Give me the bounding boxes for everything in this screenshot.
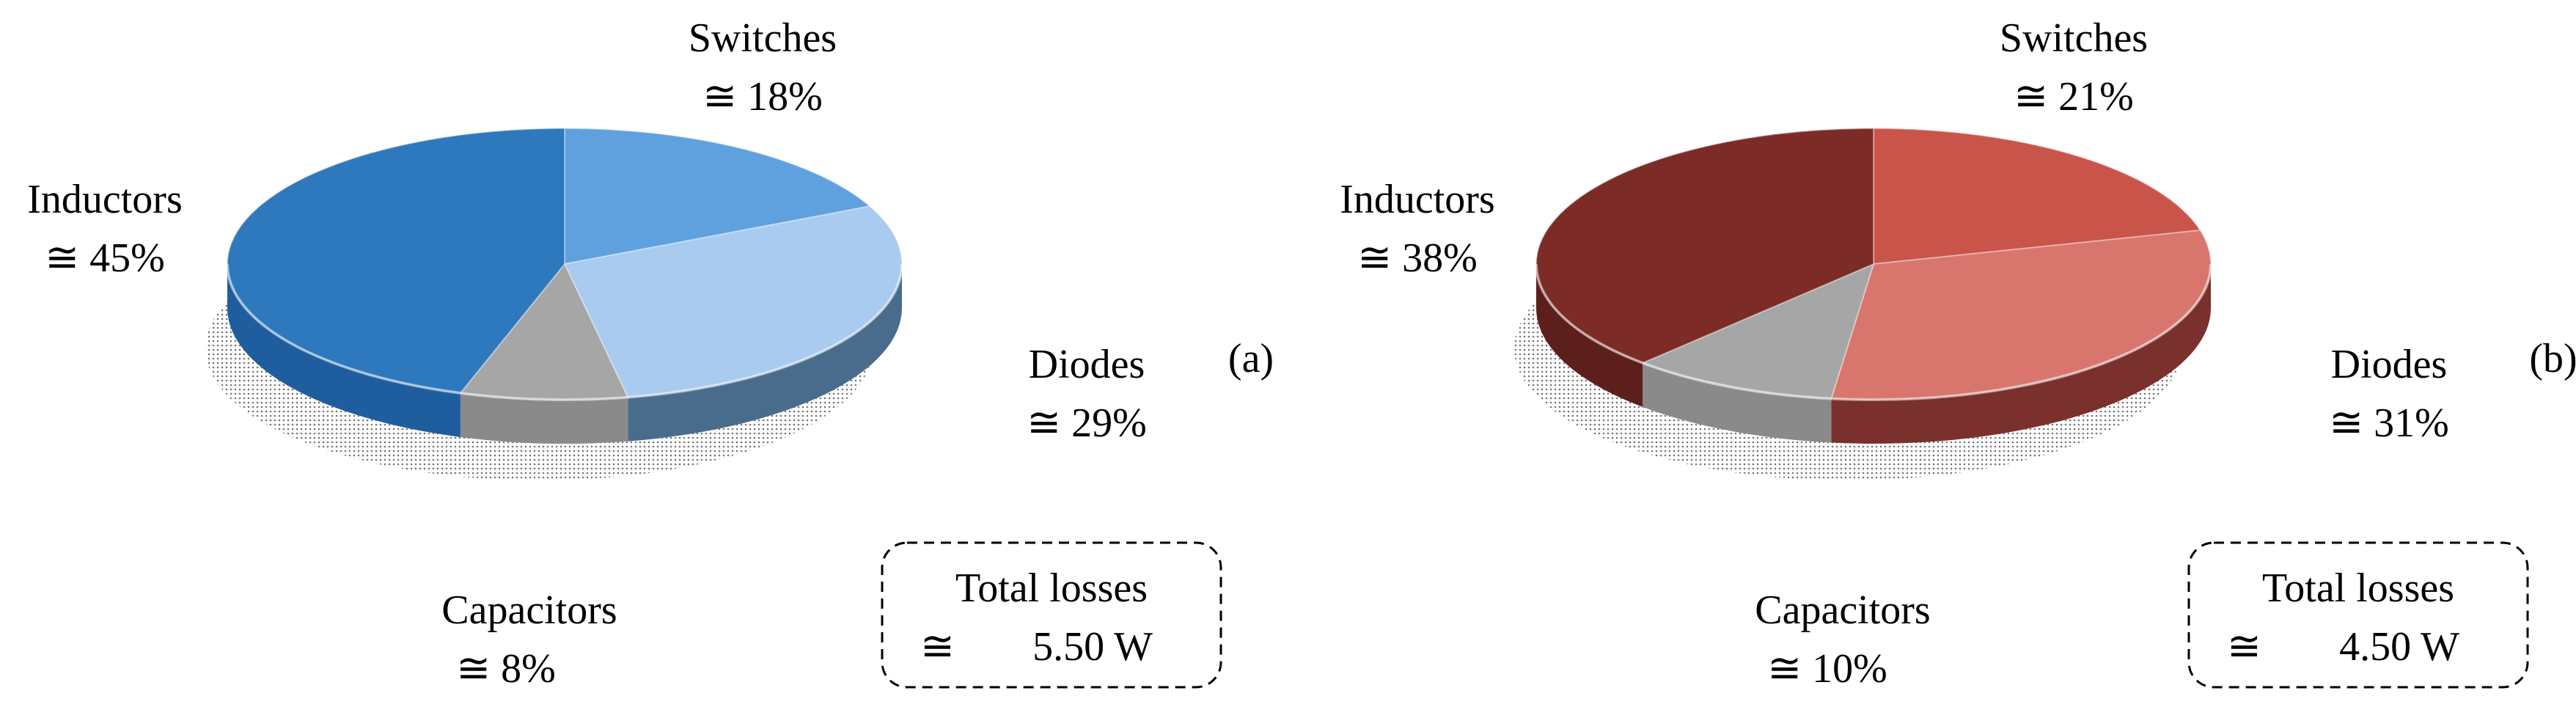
pie-slice-diodes-a	[563, 205, 903, 398]
total-losses-label-b: Total losses	[2262, 565, 2454, 611]
pie-side-capacitors-b	[1643, 362, 1832, 443]
value-capacitors-a: ≅ 8%	[456, 646, 556, 692]
chart-a: Switches ≅ 18% Diodes ≅ 29% Capacitors ≅…	[27, 15, 1274, 692]
pie-b	[1514, 127, 2212, 480]
value-switches-b: ≅ 21%	[2014, 74, 2134, 120]
label-switches-a: Switches	[689, 15, 837, 61]
value-switches-a: ≅ 18%	[702, 74, 823, 120]
panel-label-b: (b)	[2529, 336, 2576, 381]
pie-a	[205, 127, 903, 480]
pie-side-capacitors-a	[460, 392, 628, 444]
total-losses-label-a: Total losses	[955, 565, 1148, 611]
pie-slice-switches-b	[1873, 127, 2202, 265]
label-switches-b: Switches	[2000, 15, 2148, 61]
pie-slice-diodes-b	[1830, 229, 2212, 400]
pie-slice-capacitors-a	[458, 263, 629, 400]
label-inductors-a: Inductors	[27, 177, 183, 222]
value-capacitors-b: ≅ 10%	[1767, 646, 1887, 692]
value-diodes-b: ≅ 31%	[2329, 400, 2449, 446]
pie-rim-a	[226, 263, 903, 401]
label-capacitors-b: Capacitors	[1755, 587, 1930, 633]
pie-side-diodes-b	[1831, 264, 2211, 444]
pie-side-inductors-b	[1536, 264, 1643, 407]
pie-slice-capacitors-b	[1640, 263, 1875, 400]
chart-b: Switches ≅ 21% Diodes ≅ 31% Capacitors ≅…	[1340, 15, 2576, 692]
total-losses-symbol-b: ≅	[2227, 624, 2261, 670]
total-losses-symbol-a: ≅	[920, 624, 955, 670]
value-inductors-a: ≅ 45%	[45, 235, 165, 281]
value-inductors-b: ≅ 38%	[1357, 235, 1478, 281]
pie-slice-inductors-b	[1535, 127, 1874, 364]
pie-slice-inductors-a	[227, 127, 565, 395]
label-inductors-b: Inductors	[1340, 177, 1495, 222]
total-losses-box-a: Total losses ≅ 5.50 W	[881, 541, 1222, 689]
panel-label-a: (a)	[1228, 336, 1274, 381]
label-diodes-a: Diodes	[1029, 342, 1145, 387]
value-diodes-a: ≅ 29%	[1027, 400, 1147, 446]
total-losses-box-b: Total losses ≅ 4.50 W	[2187, 541, 2529, 689]
label-capacitors-a: Capacitors	[441, 587, 617, 633]
total-losses-value-b: 4.50 W	[2339, 624, 2459, 670]
label-diodes-b: Diodes	[2331, 342, 2448, 387]
pie-side-inductors-a	[227, 264, 460, 437]
pie-slice-switches-a	[564, 127, 872, 265]
total-losses-value-a: 5.50 W	[1032, 624, 1153, 670]
pie-side-diodes-a	[628, 264, 902, 442]
pie-rim-b	[1535, 263, 2212, 401]
